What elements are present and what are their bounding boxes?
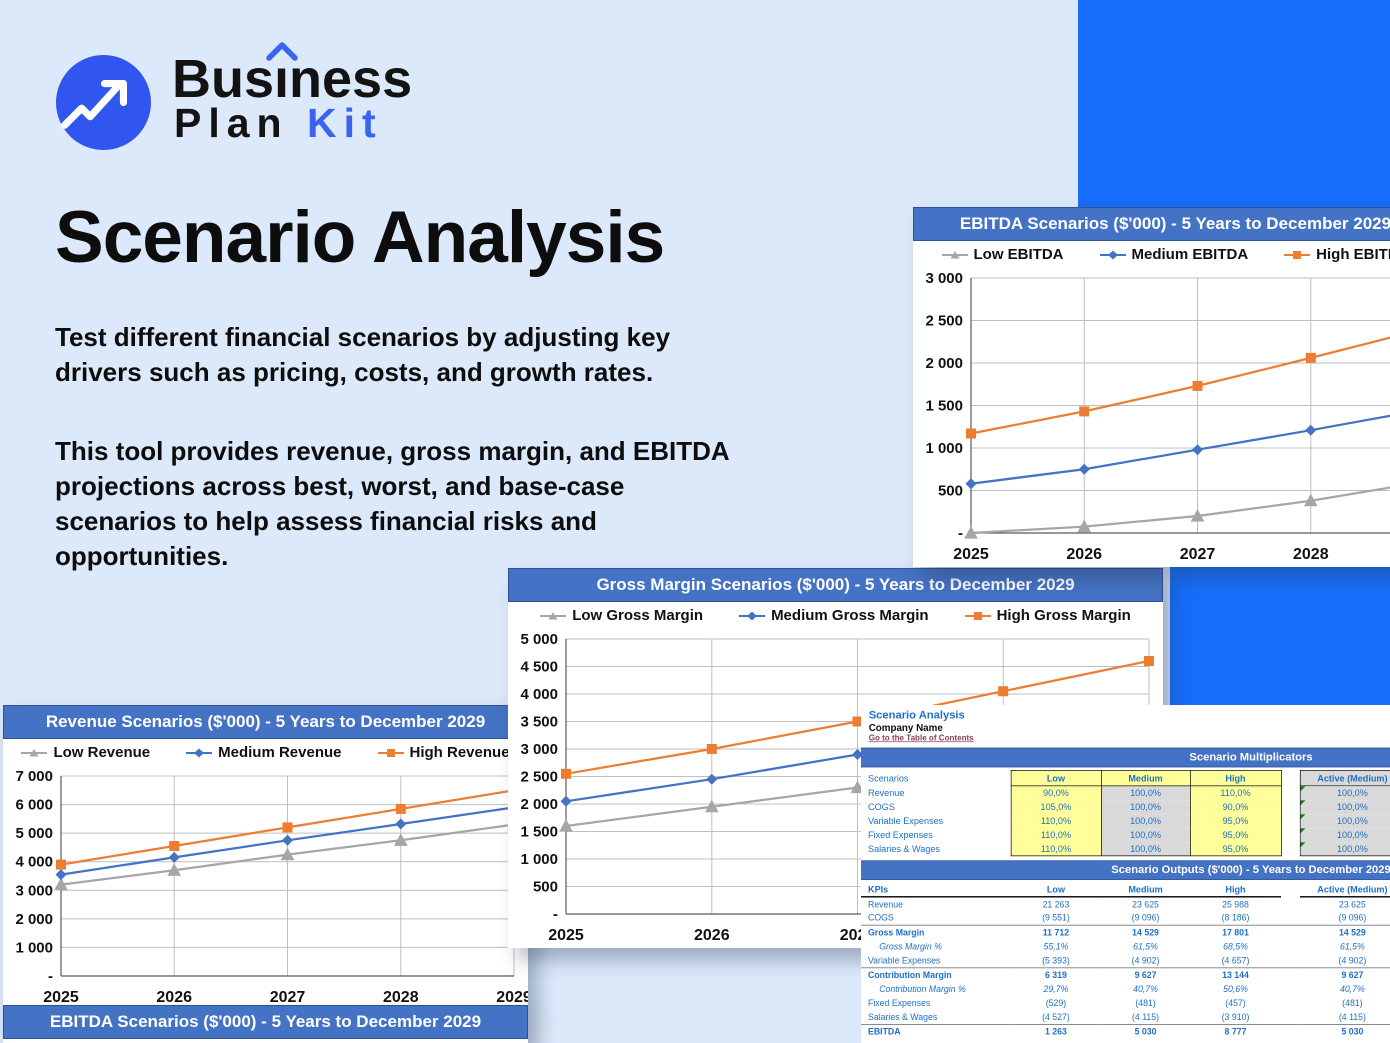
svg-text:1 500: 1 500 <box>925 398 963 415</box>
svg-text:2026: 2026 <box>1066 546 1102 563</box>
svg-text:2 000: 2 000 <box>925 355 963 372</box>
svg-text:2027: 2027 <box>270 989 306 1006</box>
svg-text:2027: 2027 <box>1180 546 1216 563</box>
svg-text:4 000: 4 000 <box>520 686 558 703</box>
svg-text:3 000: 3 000 <box>925 270 963 287</box>
svg-text:500: 500 <box>938 483 963 500</box>
svg-text:3 500: 3 500 <box>520 714 558 731</box>
svg-text:2028: 2028 <box>1293 546 1329 563</box>
svg-text:2 500: 2 500 <box>925 313 963 330</box>
svg-text:1 000: 1 000 <box>15 939 53 956</box>
svg-text:-: - <box>553 906 558 923</box>
svg-text:4 500: 4 500 <box>520 659 558 676</box>
svg-text:3 000: 3 000 <box>15 882 53 899</box>
svg-text:-: - <box>48 968 53 985</box>
svg-text:2028: 2028 <box>383 989 419 1006</box>
svg-text:1 000: 1 000 <box>925 440 963 457</box>
svg-text:2025: 2025 <box>43 989 79 1006</box>
svg-text:2 500: 2 500 <box>520 769 558 786</box>
svg-text:5 000: 5 000 <box>520 631 558 648</box>
svg-text:7 000: 7 000 <box>15 768 53 785</box>
svg-text:2029: 2029 <box>496 989 528 1006</box>
svg-text:1 500: 1 500 <box>520 824 558 841</box>
svg-text:2025: 2025 <box>953 546 989 563</box>
svg-text:4 000: 4 000 <box>15 854 53 871</box>
svg-text:-: - <box>958 525 963 542</box>
svg-text:2 000: 2 000 <box>15 911 53 928</box>
svg-text:2 000: 2 000 <box>520 796 558 813</box>
svg-text:2026: 2026 <box>156 989 192 1006</box>
svg-text:6 000: 6 000 <box>15 797 53 814</box>
svg-text:2026: 2026 <box>694 927 730 944</box>
svg-text:3 000: 3 000 <box>520 741 558 758</box>
svg-text:5 000: 5 000 <box>15 825 53 842</box>
svg-text:1 000: 1 000 <box>520 851 558 868</box>
svg-text:2025: 2025 <box>548 927 584 944</box>
svg-text:500: 500 <box>533 879 558 896</box>
